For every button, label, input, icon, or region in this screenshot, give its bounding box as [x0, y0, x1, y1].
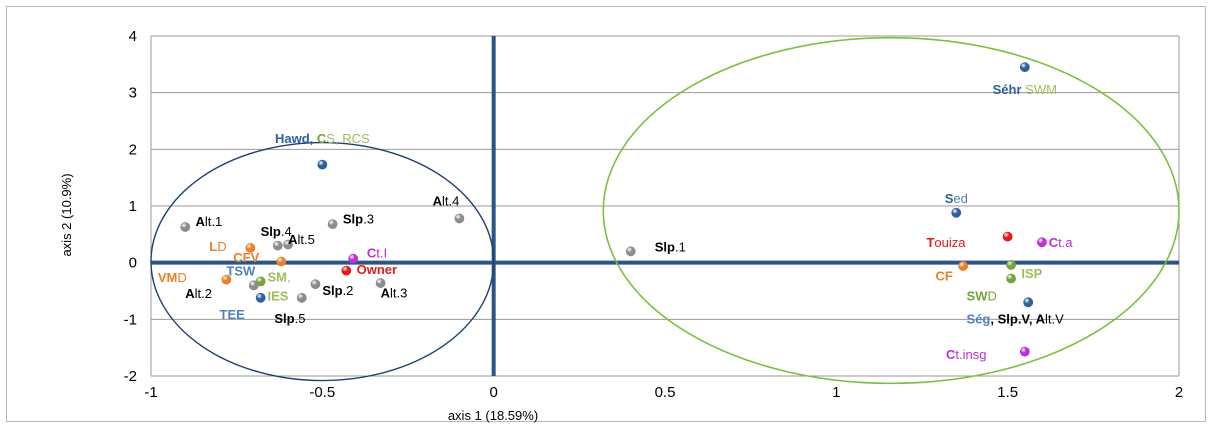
data-point	[272, 240, 283, 251]
x-axis-title: axis 1 (18.59%)	[448, 408, 538, 423]
data-points	[180, 62, 1047, 357]
point-label: Alt.4	[433, 193, 460, 208]
x-tick-label: 2	[1175, 384, 1183, 401]
y-tick-label: 2	[129, 141, 137, 158]
data-point	[1002, 231, 1013, 242]
point-label: Ség, Slp.V, Alt.V	[967, 311, 1065, 326]
point-label: LD	[209, 239, 226, 254]
x-tick-label: -1	[144, 384, 157, 401]
point-label: ISP	[1021, 266, 1042, 281]
data-point	[958, 261, 969, 271]
data-point	[375, 278, 386, 288]
y-tick-label: 3	[129, 85, 137, 102]
point-label: TEE	[220, 307, 246, 322]
point-label: IES	[268, 289, 289, 304]
y-tick-label: 4	[129, 28, 137, 45]
chart-frame: Séhr SWM Hawd, CS, RCS Alt.4 Alt.1 Slp.3 Slp.…	[6, 6, 1206, 423]
point-label: Sed	[945, 191, 968, 206]
point-label: Slp.3	[343, 212, 374, 227]
point-label: Alt.5	[288, 232, 315, 247]
point-label: Séhr SWM	[993, 82, 1057, 97]
y-tick-label: -1	[124, 311, 137, 328]
point-label: CFV	[233, 250, 259, 265]
cluster-ellipses	[150, 36, 1180, 385]
cluster-ellipse-2	[602, 36, 1180, 385]
data-point	[454, 213, 465, 224]
point-label: TSW	[226, 264, 256, 279]
point-label: Touiza	[926, 235, 966, 250]
x-tick-label: 0.5	[655, 384, 676, 401]
point-label: Slp.2	[322, 283, 353, 298]
point-label: SWD	[967, 289, 997, 304]
x-tick-label: 0	[489, 384, 497, 401]
point-label: Ct.insg	[946, 347, 986, 362]
data-point	[348, 253, 359, 264]
x-tick-label: 1.5	[997, 384, 1018, 401]
data-point	[1006, 273, 1016, 284]
point-label: Owner	[357, 262, 397, 277]
data-point	[221, 274, 232, 285]
data-point	[327, 219, 338, 230]
data-point	[248, 280, 259, 291]
data-point	[180, 222, 191, 232]
data-point	[1006, 260, 1016, 270]
tick-labels: -1 -0.5 0 0.5 1 1.5 2 4 3 2 1 0 -1 -2	[124, 28, 1184, 401]
data-point	[625, 246, 636, 257]
point-label: Alt.3	[381, 285, 408, 300]
point-label: CF	[935, 268, 952, 283]
scatter-chart: Séhr SWM Hawd, CS, RCS Alt.4 Alt.1 Slp.3 Slp.…	[59, 28, 1184, 423]
data-point	[310, 279, 321, 290]
data-point	[245, 243, 256, 253]
data-point	[255, 292, 266, 303]
data-point	[341, 265, 352, 276]
point-label: Ct.a	[1049, 235, 1074, 250]
data-point	[1037, 237, 1047, 248]
point-label: Hawd, CS, RCS	[275, 131, 370, 146]
x-tick-label: -0.5	[309, 384, 335, 401]
point-label: Alt.2	[185, 286, 212, 301]
y-axis-title: axis 2 (10.9%)	[59, 173, 74, 256]
data-point	[1023, 297, 1034, 308]
data-point	[283, 239, 293, 250]
point-labels: Séhr SWM Hawd, CS, RCS Alt.4 Alt.1 Slp.3 Slp.…	[158, 82, 1074, 362]
point-label: Ct.I	[367, 246, 387, 261]
point-label: Slp.5	[274, 311, 305, 326]
data-point	[296, 292, 307, 303]
point-label: VMD	[158, 270, 187, 285]
data-point	[317, 159, 328, 170]
data-point	[951, 207, 962, 218]
data-point	[1019, 62, 1030, 73]
y-tick-label: -2	[124, 368, 137, 385]
y-tick-label: 1	[129, 198, 137, 215]
point-label: Slp.1	[655, 239, 686, 254]
x-tick-label: 1	[832, 384, 840, 401]
y-tick-label: 0	[129, 255, 137, 272]
cluster-ellipse-1	[150, 141, 495, 382]
point-label: Slp.4	[261, 224, 292, 239]
point-label: SM,	[268, 269, 291, 284]
point-label: Alt.1	[196, 214, 223, 229]
data-point	[1019, 346, 1030, 357]
data-point	[276, 256, 287, 267]
